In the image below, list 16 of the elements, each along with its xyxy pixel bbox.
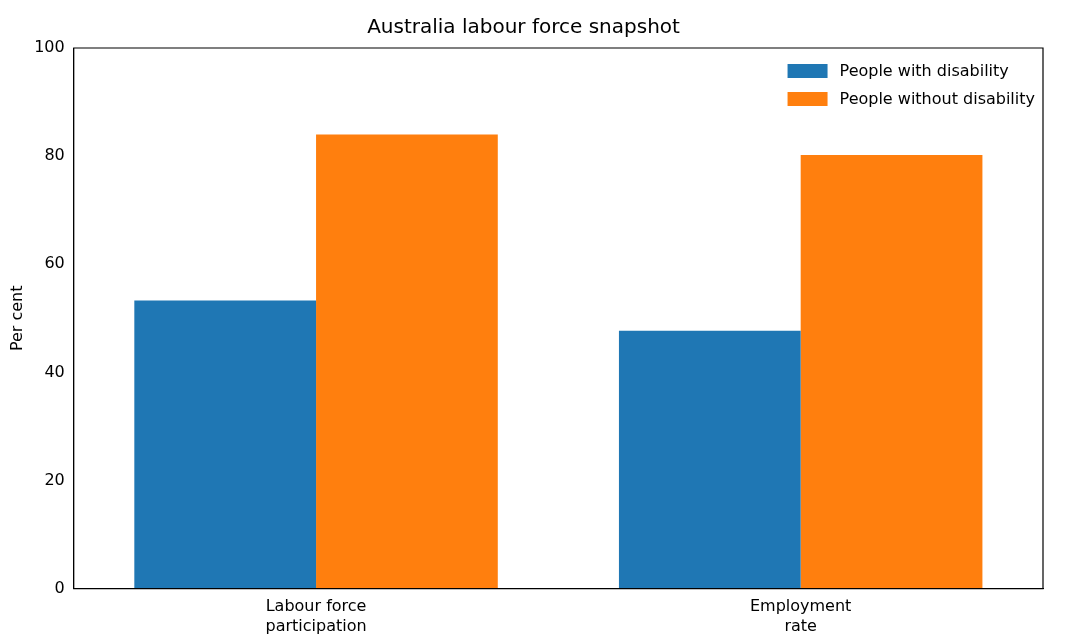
y-tick-label: 0 bbox=[54, 577, 65, 597]
chart-title: Australia labour force snapshot bbox=[367, 14, 681, 39]
bar bbox=[134, 300, 317, 589]
y-axis-title: Per cent bbox=[6, 285, 26, 352]
y-tick-label: 20 bbox=[44, 469, 65, 489]
legend-label: People with disability bbox=[839, 61, 1009, 81]
bar bbox=[800, 155, 983, 589]
y-tick-label: 60 bbox=[44, 253, 65, 273]
y-tick-label: 100 bbox=[34, 37, 65, 57]
legend-label: People without disability bbox=[839, 89, 1035, 109]
y-tick-label: 80 bbox=[44, 145, 65, 165]
x-tick-label: Employment rate bbox=[749, 596, 852, 635]
bar bbox=[316, 134, 498, 589]
x-tick-label: Labour force participation bbox=[265, 596, 367, 635]
y-tick-label: 40 bbox=[44, 361, 65, 381]
bar bbox=[618, 330, 801, 589]
